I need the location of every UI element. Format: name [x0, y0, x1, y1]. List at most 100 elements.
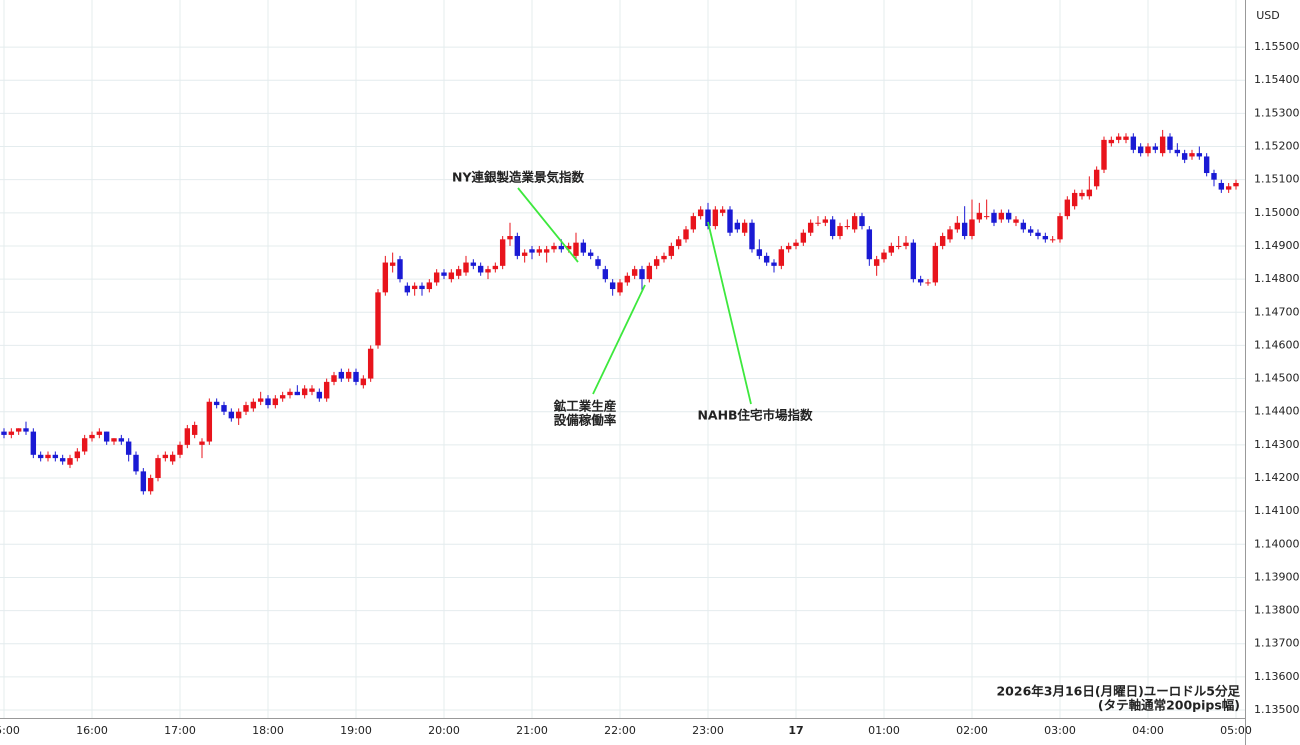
candle-body [932, 245, 939, 283]
candle-body [23, 428, 29, 432]
candle-body [859, 216, 865, 227]
candle-body [1181, 153, 1188, 160]
candle-body [925, 282, 931, 284]
candle-body [815, 222, 821, 224]
x-tick-label: 23:00 [692, 724, 724, 737]
candle-body [763, 255, 770, 263]
candle-body [1211, 173, 1217, 180]
x-tick-label: 21:00 [516, 724, 548, 737]
candle-body [1093, 169, 1100, 187]
candle-body [477, 265, 484, 273]
time-axis-bg [0, 718, 1245, 745]
candle-body [697, 209, 704, 217]
y-tick-label: 1.14600 [1254, 338, 1300, 351]
candle-body [844, 226, 851, 228]
candles [1, 129, 1239, 495]
candle-body [851, 216, 858, 230]
candle-body [375, 292, 381, 346]
candle-body [463, 262, 469, 273]
candle-body [969, 219, 975, 237]
candle-body [1035, 232, 1041, 237]
candle-body [719, 209, 726, 213]
candle-body [404, 285, 411, 293]
candle-body [448, 272, 455, 280]
candle-body [360, 378, 367, 386]
x-tick-label: 01:00 [868, 724, 900, 737]
candle-body [1079, 192, 1085, 197]
candle-body [331, 375, 337, 382]
candle-body [191, 424, 198, 435]
candle-body [1115, 136, 1122, 140]
candle-body [1064, 199, 1071, 217]
candle-body [785, 245, 792, 250]
candle-body [551, 245, 557, 250]
x-tick-label: 04:00 [1132, 724, 1164, 737]
candle-body [155, 458, 161, 479]
candle-body [668, 245, 675, 256]
candle-body [419, 285, 425, 290]
y-tick-label: 1.14200 [1254, 471, 1300, 484]
annotation-text: NAHB住宅市場指数 [697, 408, 813, 423]
y-tick-label: 1.13800 [1254, 604, 1300, 617]
candle-body [1152, 146, 1159, 150]
candle-body [807, 222, 814, 233]
candle-body [778, 249, 785, 266]
y-tick-label: 1.14100 [1254, 504, 1300, 517]
candle-body [353, 371, 359, 382]
candle-body [1137, 146, 1144, 154]
x-tick-label: 18:00 [252, 724, 284, 737]
candle-body [903, 242, 909, 246]
candle-body [140, 471, 147, 492]
y-tick-label: 1.14300 [1254, 438, 1300, 451]
candle-body [756, 249, 763, 256]
candle-body [323, 381, 330, 399]
x-tick-label: 02:00 [956, 724, 988, 737]
candle-body [257, 398, 264, 402]
candle-body [991, 212, 997, 223]
candle-body [543, 249, 550, 253]
price-axis-bg [1245, 0, 1300, 745]
y-tick-label: 1.14500 [1254, 372, 1300, 385]
chart-note: 2026年3月16日(月曜日)ユーロドル5分足 [996, 684, 1240, 699]
candle-body [976, 212, 983, 220]
candle-body [52, 454, 59, 459]
candle-body [492, 265, 499, 270]
x-tick-label: 15:00 [0, 724, 20, 737]
candle-body [111, 438, 117, 442]
candle-body [822, 219, 829, 223]
candle-body [287, 391, 293, 396]
candle-body [558, 245, 565, 250]
candle-body [228, 411, 235, 419]
y-tick-label: 1.15000 [1254, 206, 1300, 219]
candle-body [470, 262, 477, 266]
candle-body [1071, 192, 1078, 207]
candle-body [125, 441, 132, 455]
candle-body [441, 272, 447, 276]
candle-body [67, 458, 73, 465]
candle-body [177, 444, 183, 455]
candle-body [866, 229, 873, 260]
currency-label: USD [1256, 9, 1280, 22]
candle-body [954, 222, 961, 230]
candle-body [345, 371, 352, 379]
y-tick-label: 1.14400 [1254, 405, 1300, 418]
candle-body [705, 209, 711, 227]
x-tick-label: 17 [788, 724, 803, 737]
candle-body [235, 411, 242, 419]
candle-body [213, 401, 220, 406]
candle-body [741, 222, 748, 233]
x-tick-label: 16:00 [76, 724, 108, 737]
candle-body [96, 431, 103, 435]
candle-body [184, 428, 191, 445]
candle-body [565, 245, 572, 250]
candle-body [639, 269, 645, 280]
x-tick-label: 19:00 [340, 724, 372, 737]
candle-body [433, 272, 440, 283]
candle-body [617, 282, 623, 293]
y-tick-label: 1.15200 [1254, 140, 1300, 153]
candle-body [294, 391, 301, 396]
y-tick-label: 1.13500 [1254, 703, 1300, 716]
candle-body [1218, 182, 1225, 190]
candle-body [646, 265, 653, 280]
